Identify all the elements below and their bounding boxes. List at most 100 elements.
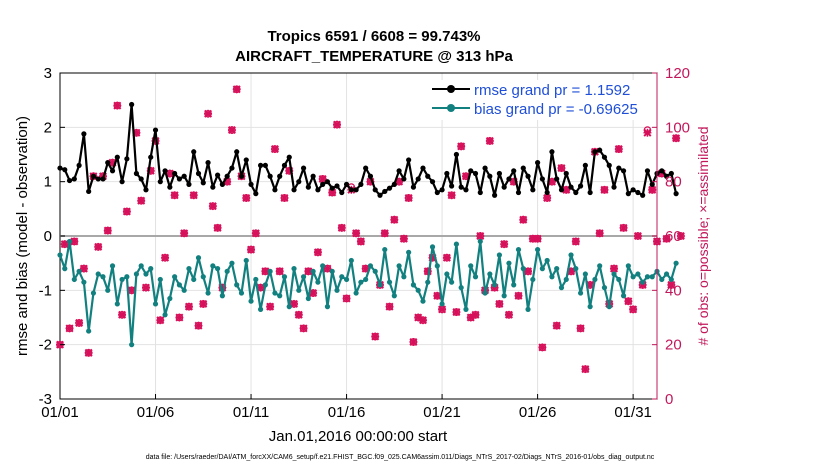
rmse-point: [320, 181, 326, 187]
bias-point: [597, 263, 603, 269]
obs-assimilated-point: [581, 365, 590, 374]
obs-assimilated-point: [576, 324, 585, 333]
rmse-point: [506, 176, 512, 182]
bias-point: [492, 282, 498, 288]
bias-point: [124, 274, 130, 280]
bias-point: [525, 306, 531, 312]
obs-assimilated-point: [533, 234, 542, 243]
rmse-point: [200, 180, 206, 186]
rmse-point: [429, 179, 436, 185]
obs-assimilated-point: [184, 302, 193, 311]
obs-assimilated-point: [614, 145, 623, 154]
obs-assimilated-point: [266, 302, 275, 311]
obs-assimilated-point: [380, 229, 389, 238]
obs-assimilated-point: [313, 248, 322, 257]
bias-point: [668, 276, 674, 283]
bias-point: [138, 263, 144, 269]
rmse-point: [248, 181, 254, 187]
rmse-point: [358, 181, 364, 187]
rmse-point: [535, 160, 541, 166]
rmse-point: [472, 170, 479, 177]
rmse-point: [162, 168, 168, 174]
obs-assimilated-point: [103, 226, 112, 235]
bias-point: [310, 268, 316, 274]
obs-assimilated-point: [442, 253, 451, 262]
bias-point: [377, 282, 383, 288]
bias-point: [129, 342, 135, 348]
obs-assimilated-point: [409, 337, 418, 346]
obs-assimilated-point: [261, 267, 270, 276]
chart-title: Tropics 6591 / 6608 = 99.743%: [267, 28, 480, 45]
bias-point: [215, 266, 221, 272]
x-axis-label: Jan.01,2016 00:00:00 start: [269, 428, 448, 445]
rmse-point: [66, 177, 73, 184]
bias-point: [444, 271, 450, 277]
rmse-point: [138, 176, 144, 182]
rmse-point: [587, 189, 593, 196]
rmse-point: [563, 170, 569, 177]
rmse-point: [281, 162, 288, 168]
rmse-point: [90, 173, 97, 179]
rmse-point: [262, 162, 268, 168]
x-tick-label: 01/06: [137, 404, 175, 421]
rmse-point: [71, 176, 77, 182]
obs-assimilated-point: [227, 126, 236, 135]
obs-assimilated-point: [290, 299, 299, 308]
rmse-point: [119, 179, 125, 185]
bias-point: [415, 287, 421, 293]
rmse-point: [291, 187, 297, 193]
right-y-tick-label: 20: [665, 337, 682, 354]
bias-point: [511, 282, 517, 288]
bias-point: [649, 274, 655, 280]
rmse-point: [401, 176, 407, 182]
rmse-point: [157, 179, 163, 185]
obs-assimilated-point: [161, 253, 170, 262]
rmse-point: [172, 170, 178, 177]
bias-point: [234, 282, 240, 288]
bias-point: [386, 279, 393, 285]
bias-point: [458, 285, 464, 291]
obs-assimilated-point: [65, 324, 74, 333]
rmse-point: [243, 157, 249, 163]
rmse-point: [257, 162, 264, 168]
bias-series: [57, 238, 679, 348]
rmse-point: [286, 154, 292, 160]
bias-point: [143, 271, 149, 277]
y-axis-label: rmse and bias (model - observation): [14, 116, 31, 356]
rmse-point: [124, 156, 130, 162]
obs-assimilated-point: [648, 185, 657, 194]
x-tick-label: 01/11: [233, 404, 269, 421]
x-tick-label: 01/31: [614, 404, 652, 421]
obs-assimilated-point: [371, 332, 380, 341]
obs-assimilated-point: [118, 310, 127, 319]
bias-line: [58, 240, 678, 346]
legend-rmse-label: rmse grand pr = 1.1592: [474, 82, 630, 99]
obs-assimilated-point: [404, 193, 413, 202]
rmse-point: [205, 160, 211, 166]
rmse-point: [324, 179, 331, 185]
bias-point: [81, 279, 87, 285]
obs-assimilated-point: [170, 191, 179, 200]
obs-assimilated-point: [595, 229, 604, 238]
bias-point: [133, 271, 140, 277]
rmse-point: [152, 127, 159, 133]
bias-point: [181, 287, 187, 293]
bias-point: [157, 276, 163, 283]
rmse-point: [525, 173, 531, 179]
right-y-tick-label: 120: [665, 65, 690, 82]
obs-assimilated-point: [552, 321, 561, 330]
bias-point: [329, 268, 335, 274]
obs-assimilated-point: [156, 316, 165, 325]
obs-assimilated-point: [304, 267, 313, 276]
obs-assimilated-point: [629, 305, 638, 314]
bias-point: [291, 266, 297, 272]
bias-point: [176, 282, 182, 288]
bias-point: [253, 276, 259, 283]
right-y-tick-label: 100: [665, 119, 690, 136]
bias-point: [71, 276, 77, 283]
obs-assimilated-point: [390, 215, 399, 224]
rmse-point: [143, 187, 149, 193]
rmse-point: [105, 160, 111, 166]
rmse-point: [215, 172, 221, 178]
rmse-point: [668, 170, 674, 177]
